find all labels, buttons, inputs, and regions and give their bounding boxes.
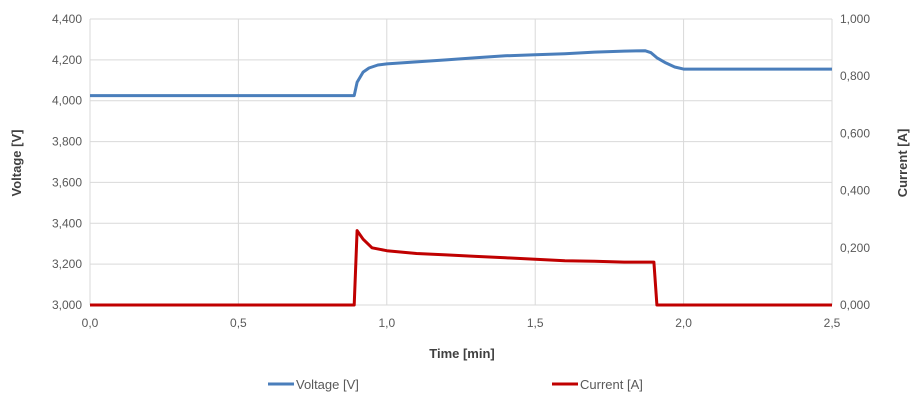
y-tick-label: 4,400	[52, 12, 82, 26]
y2-tick-label: 0,200	[840, 241, 870, 255]
y2-axis-title: Current [A]	[895, 129, 910, 198]
x-tick-label: 2,5	[824, 316, 841, 330]
x-tick-label: 0,0	[82, 316, 99, 330]
x-tick-label: 2,0	[675, 316, 692, 330]
legend: Voltage [V] Current [A]	[268, 377, 643, 392]
grid-layer	[89, 18, 833, 306]
legend-item-current[interactable]: Current [A]	[552, 377, 643, 392]
y-tick-label: 3,200	[52, 257, 82, 271]
y-tick-label: 4,000	[52, 94, 82, 108]
legend-item-voltage[interactable]: Voltage [V]	[268, 377, 359, 392]
y-tick-label: 3,800	[52, 135, 82, 149]
legend-label-current: Current [A]	[580, 377, 643, 392]
series-layer	[90, 49, 832, 307]
y-tick-label: 3,600	[52, 175, 82, 189]
x-tick-label: 1,5	[527, 316, 544, 330]
voltage-series-line	[90, 49, 832, 98]
y-tick-label: 3,000	[52, 298, 82, 312]
y-tick-label: 4,200	[52, 53, 82, 67]
x-tick-label: 0,5	[230, 316, 247, 330]
y-axis-title: Voltage [V]	[9, 130, 24, 197]
y2-tick-label: 0,600	[840, 126, 870, 140]
y2-tick-label: 0,000	[840, 298, 870, 312]
current-series-line	[90, 229, 832, 307]
y2-tick-label: 0,800	[840, 69, 870, 83]
y2-tick-label: 0,400	[840, 184, 870, 198]
y-tick-label: 3,400	[52, 216, 82, 230]
axis-layer: 3,000 3,200 3,400 3,600 3,800 4,000 4,200 4,400…	[52, 12, 870, 330]
legend-label-voltage: Voltage [V]	[296, 377, 359, 392]
y2-tick-label: 1,000	[840, 12, 870, 26]
x-axis-title: Time [min]	[429, 346, 495, 361]
x-tick-label: 1,0	[378, 316, 395, 330]
